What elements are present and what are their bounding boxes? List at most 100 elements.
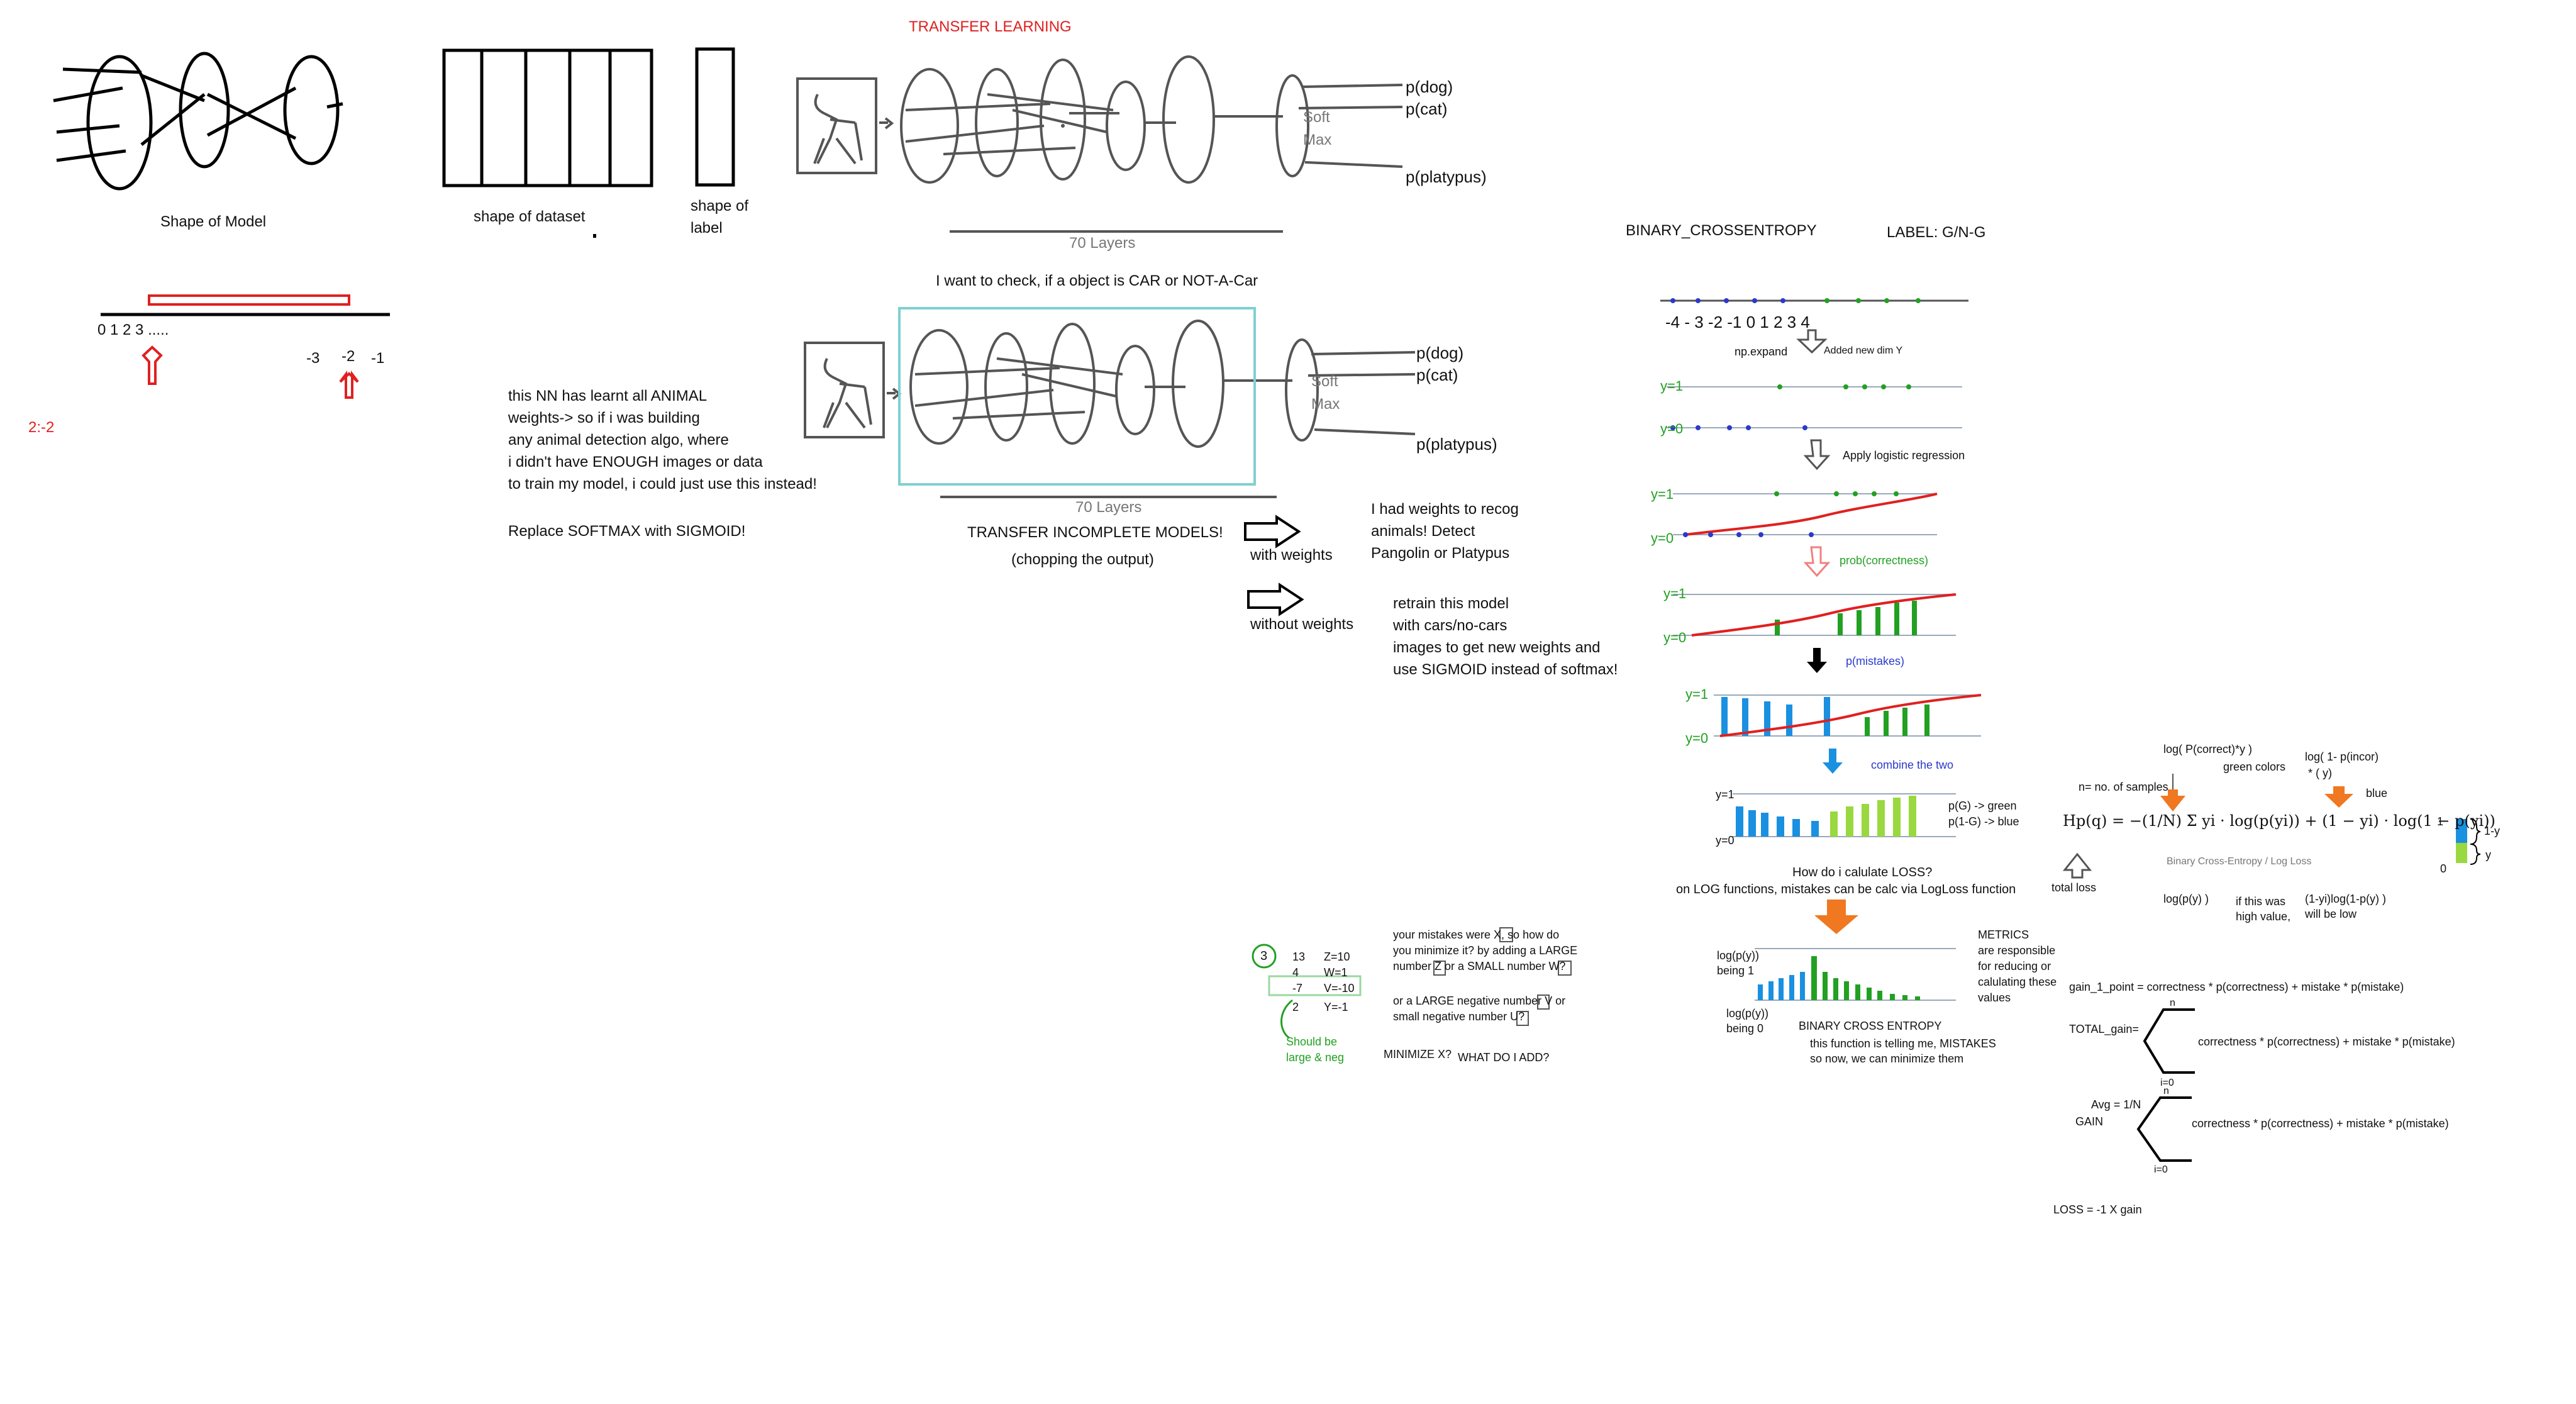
- label-one: 1: [2437, 815, 2444, 828]
- sum-n-1: n: [2170, 998, 2175, 1008]
- shape-of-label-line1: shape of: [691, 198, 749, 214]
- retrain-4: use SIGMOID instead of softmax!: [1393, 661, 1618, 678]
- bce-scatter-1: [1667, 386, 1962, 428]
- minimize-q-3: number Z or a SMALL number W?: [1393, 960, 1566, 972]
- combine-two: combine the two: [1871, 759, 1954, 771]
- softmax-bottom-1: Soft: [1311, 373, 1338, 390]
- label-zero: 0: [2440, 862, 2447, 875]
- apply-logreg: Apply logistic regression: [1843, 449, 1965, 462]
- label-y: y: [2485, 849, 2491, 861]
- gain-one-point: gain_1_point = correctness * p(correctne…: [2069, 981, 2404, 993]
- num-13: 13: [1292, 950, 1306, 963]
- retrain-3: images to get new weights and: [1393, 639, 1601, 656]
- layers-top: 70 Layers: [1069, 235, 1136, 252]
- logpy-0-b: being 0: [1726, 1022, 1764, 1035]
- orange-arrow-down: [1814, 900, 1858, 934]
- log-incor: log( 1- p(incor): [2305, 750, 2379, 763]
- p-platypus-top: p(platypus): [1406, 167, 1487, 186]
- sum-i0-2: i=0: [2154, 1164, 2168, 1175]
- metrics-3: for reducing or: [1978, 960, 2051, 972]
- num-2: 2: [1292, 1001, 1299, 1013]
- formula-arrows: [2062, 774, 2481, 879]
- softmax-top-2: Max: [1303, 131, 1332, 148]
- p1g-blue: p(1-G) -> blue: [1948, 815, 2019, 828]
- layers-bottom: 70 Layers: [1075, 499, 1142, 516]
- logpy-0-a: log(p(y)): [1726, 1007, 1769, 1020]
- p-cat-top: p(cat): [1406, 99, 1448, 118]
- recog-2: animals! Detect: [1371, 523, 1475, 540]
- avg-gain-1: Avg = 1/N: [2091, 1098, 2141, 1111]
- total-gain: TOTAL_gain=: [2069, 1023, 2139, 1035]
- high-value-2: high value,: [2236, 910, 2291, 923]
- y0-label-b: y=0: [1651, 530, 1674, 546]
- bce-small-caption: Binary Cross-Entropy / Log Loss: [2167, 856, 2312, 867]
- minimize-sketch: [1252, 927, 1572, 1039]
- dataset-shape: [442, 47, 735, 187]
- metrics-5: values: [1978, 991, 2011, 1004]
- transfer-incomplete: TRANSFER INCOMPLETE MODELS!: [967, 524, 1223, 541]
- softmax-bottom-2: Max: [1311, 396, 1340, 413]
- transfer-learning-title: TRANSFER LEARNING: [909, 18, 1072, 35]
- added-dim: Added new dim Y: [1824, 345, 1903, 356]
- circled-three: 3: [1260, 949, 1268, 963]
- nn-text-3: any animal detection algo, where: [508, 432, 729, 448]
- loss-question: How do i calulate LOSS?: [1792, 866, 1933, 879]
- transfer-highlight-box: [898, 307, 1256, 486]
- np-expand: np.expand: [1735, 345, 1788, 358]
- recog-3: Pangolin or Platypus: [1371, 545, 1510, 562]
- minimize-q-2: you minimize it? by adding a LARGE: [1393, 944, 1578, 957]
- model-shape-sketch: [53, 52, 343, 191]
- num-4: 4: [1292, 966, 1299, 979]
- logpy-1-a: log(p(y)): [1717, 949, 1760, 962]
- should-be-1: Should be: [1286, 1035, 1338, 1048]
- bce-correct-panel: [1673, 593, 1957, 637]
- p-dog-top: p(dog): [1406, 77, 1453, 96]
- y0-label-e: y=0: [1716, 834, 1735, 847]
- y0-label-d: y=0: [1685, 730, 1709, 746]
- bce-logreg-panel: [1673, 491, 1938, 537]
- recog-1: I had weights to recog: [1371, 501, 1519, 518]
- softmax-top-1: Soft: [1303, 109, 1330, 126]
- y0-label-a: y=0: [1660, 421, 1684, 437]
- label-one-minus-y: 1-y: [2484, 825, 2501, 837]
- chopping-output: (chopping the output): [1011, 551, 1154, 568]
- logpy-1-b: being 1: [1717, 964, 1755, 977]
- one-minus-1: (1-yi)log(1-p(y) ): [2305, 893, 2387, 905]
- p-platypus-bottom: p(platypus): [1416, 435, 1497, 454]
- bce-combined-panel: [1733, 793, 1956, 837]
- loss-formula: LOSS = -1 X gain: [2053, 1203, 2142, 1216]
- tick-neg2: -2: [341, 348, 355, 365]
- down-arrow-3: [1807, 648, 1827, 673]
- bce-axis-ticks: -4 - 3 -2 -1 0 1 2 3 4: [1665, 313, 1810, 332]
- high-value-1: if this was: [2236, 895, 2286, 908]
- p-cat-bottom: p(cat): [1416, 365, 1458, 384]
- number-line-ticks: 0 1 2 3 .....: [97, 321, 169, 338]
- log-correct: log( P(correct)*y ): [2163, 743, 2253, 755]
- bce-mistakes-panel: [1714, 694, 1982, 737]
- sum-term-1: correctness * p(correctness) + mistake *…: [2198, 1035, 2455, 1048]
- shape-of-dataset-label: shape of dataset: [474, 208, 586, 225]
- bce-axis: [1660, 298, 1968, 354]
- metrics-2: are responsible: [1978, 944, 2056, 957]
- metrics-1: METRICS: [1978, 928, 2029, 941]
- bce-label: LABEL: G/N-G: [1887, 224, 1986, 241]
- nn-text-7: Replace SOFTMAX with SIGMOID!: [508, 523, 746, 540]
- p-mistakes: p(mistakes): [1846, 655, 1905, 667]
- slice-notation: 2:-2: [28, 419, 55, 436]
- transfer-network-top: [796, 55, 1403, 233]
- nn-text-1: this NN has learnt all ANIMAL: [508, 387, 708, 404]
- minimize-q-1: your mistakes were X, so how do: [1393, 928, 1560, 941]
- var-v: V=-10: [1324, 982, 1355, 994]
- bce-caption: BINARY CROSS ENTROPY: [1799, 1020, 1942, 1032]
- log-function-note: on LOG functions, mistakes can be calc v…: [1676, 883, 2016, 896]
- nn-text-5: to train my model, i could just use this…: [508, 476, 817, 493]
- y1-label-c: y=1: [1663, 586, 1687, 601]
- without-weights: without weights: [1250, 616, 1354, 633]
- shape-of-label-line2: label: [691, 220, 723, 237]
- n-samples: n= no. of samples: [2079, 781, 2168, 793]
- car-question: I want to check, if a object is CAR or N…: [936, 272, 1258, 289]
- y1-label-a: y=1: [1660, 378, 1684, 394]
- num-neg7: -7: [1292, 982, 1303, 994]
- with-weights: with weights: [1250, 547, 1333, 564]
- var-z: Z=10: [1324, 950, 1350, 963]
